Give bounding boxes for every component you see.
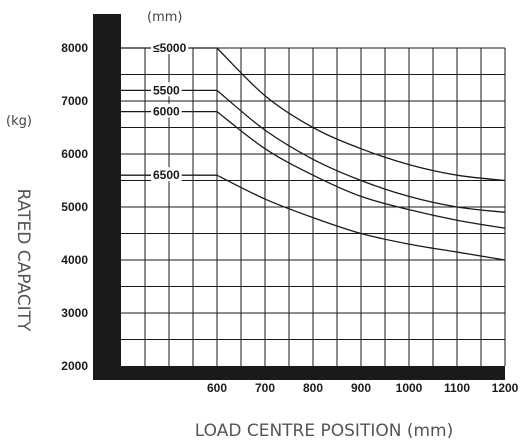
series-curves [121,47,506,261]
y-tick-label: 4000 [61,253,88,267]
series-line-3 [121,174,506,261]
x-tick-label: 800 [303,381,323,395]
series-label-1: 5500 [153,83,180,97]
series-label-2: 6000 [153,105,180,119]
y-tick-label: 2000 [61,359,88,373]
x-tick-label: 1000 [396,381,423,395]
series-label-background [151,40,189,54]
y-tick-labels: 2000 3000 4000 5000 6000 7000 8000 [61,41,88,373]
x-tick-label: 900 [351,381,371,395]
y-tick-label: 3000 [61,306,88,320]
y-tick-label: 6000 [61,147,88,161]
series-label-3: 6500 [153,168,180,182]
series-line-2 [121,110,506,229]
series-labels: ≤5000 5500 6000 6500 [151,40,189,182]
y-axis-title: RATED CAPACITY [13,189,33,332]
x-axis-title: LOAD CENTRE POSITION (mm) [195,421,453,441]
y-axis-bar [93,14,121,380]
x-axis-bar [93,366,505,380]
y-tick-label: 8000 [61,41,88,55]
series-label-background [151,82,182,97]
x-tick-label: 700 [255,381,275,395]
x-tick-label: 1100 [444,381,470,395]
axes [93,14,505,380]
series-line-1 [121,89,506,213]
y-unit-label: (kg) [6,114,32,129]
series-label-background [151,103,182,118]
y-tick-label: 5000 [61,200,88,214]
series-label-0: ≤5000 [153,41,187,55]
x-tick-label: 1200 [492,381,519,395]
series-label-background [151,167,182,182]
x-unit-label: (mm) [147,10,182,25]
series-line-0 [121,47,506,182]
y-tick-label: 7000 [61,94,88,108]
x-tick-label: 600 [207,381,227,395]
x-tick-labels: 600 700 800 900 1000 1100 1200 [207,381,519,395]
